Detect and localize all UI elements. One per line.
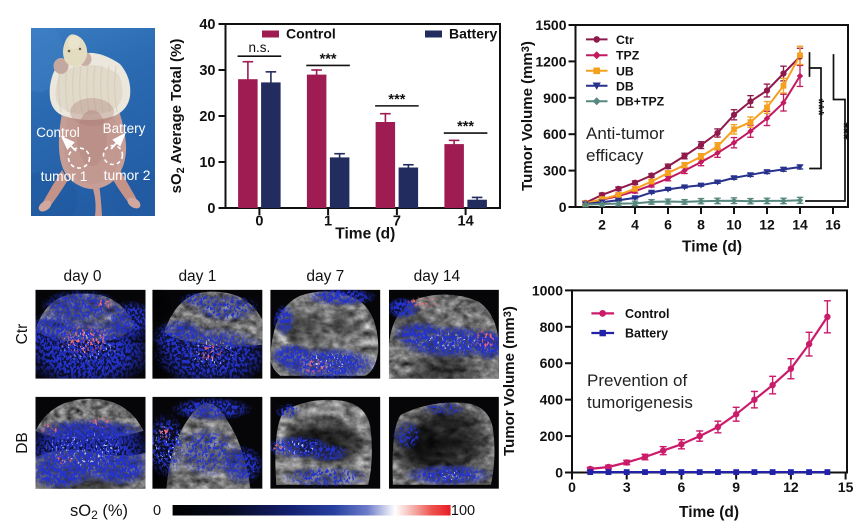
svg-text:10: 10 [199,155,215,171]
svg-text:TPZ: TPZ [616,49,640,63]
svg-text:300: 300 [543,163,567,179]
svg-text:900: 900 [543,90,567,106]
svg-text:Tumor Volume (mm3): Tumor Volume (mm3) [501,306,518,456]
svg-text:day 7: day 7 [306,268,344,285]
svg-text:8: 8 [697,217,705,233]
svg-text:1200: 1200 [535,53,566,69]
svg-text:Ctr: Ctr [14,324,31,345]
svg-text:4: 4 [631,217,639,233]
svg-text:Battery: Battery [449,26,497,42]
svg-text:6: 6 [664,217,672,233]
svg-text:UB: UB [616,64,634,78]
svg-text:sO2 (%): sO2 (%) [70,502,128,522]
svg-text:***: *** [388,92,405,108]
svg-text:0: 0 [559,199,567,215]
svg-text:600: 600 [540,355,564,371]
svg-text:DB: DB [616,79,634,93]
svg-text:15: 15 [838,479,854,495]
svg-text:14: 14 [792,217,808,233]
svg-text:1000: 1000 [532,282,563,298]
svg-text:12: 12 [759,217,775,233]
svg-text:7: 7 [393,214,401,230]
svg-text:6: 6 [678,479,686,495]
svg-text:Time (d): Time (d) [679,504,739,521]
svg-text:DB+TPZ: DB+TPZ [616,95,665,109]
svg-text:day 1: day 1 [178,268,216,285]
svg-text:Ctr: Ctr [616,33,634,47]
svg-text:12: 12 [783,479,799,495]
svg-text:n.s.: n.s. [249,40,271,55]
svg-text:Prevention of: Prevention of [587,371,687,390]
svg-text:***: *** [457,119,474,135]
svg-text:Tumor Volume (mm3): Tumor Volume (mm3) [519,41,536,191]
svg-text:9: 9 [732,479,740,495]
svg-text:Anti-tumor: Anti-tumor [586,124,665,143]
svg-text:200: 200 [540,428,564,444]
svg-text:tumor 2: tumor 2 [104,168,151,183]
svg-text:0: 0 [255,214,263,230]
svg-text:Control: Control [286,26,336,42]
svg-text:Control: Control [36,125,80,140]
svg-text:Time (d): Time (d) [335,226,395,243]
svg-text:***: *** [835,123,851,140]
svg-text:Time (d): Time (d) [682,239,742,256]
svg-text:0: 0 [207,201,215,217]
svg-text:0: 0 [568,479,576,495]
svg-text:600: 600 [543,126,567,142]
svg-text:400: 400 [540,392,564,408]
svg-text:1: 1 [324,214,332,230]
svg-text:3: 3 [623,479,631,495]
svg-text:20: 20 [199,109,215,125]
svg-text:16: 16 [825,217,841,233]
svg-text:Control: Control [625,307,669,321]
svg-text:1500: 1500 [535,17,566,33]
svg-text:***: *** [320,51,337,67]
svg-text:30: 30 [199,63,215,79]
svg-text:tumorigenesis: tumorigenesis [587,393,693,412]
svg-text:sO2 Average Total (%): sO2 Average Total (%) [168,39,187,194]
svg-text:40: 40 [199,17,215,33]
svg-text:Battery: Battery [625,326,668,340]
svg-text:day 14: day 14 [414,268,461,285]
svg-text:800: 800 [540,319,564,335]
svg-text:100: 100 [451,503,475,519]
svg-text:10: 10 [726,217,742,233]
svg-text:day 0: day 0 [64,268,102,285]
svg-text:tumor 1: tumor 1 [41,169,88,184]
svg-text:0: 0 [153,503,161,519]
svg-text:***: *** [810,99,826,116]
svg-text:14: 14 [458,214,474,230]
svg-text:0: 0 [555,465,563,481]
svg-text:2: 2 [598,217,606,233]
svg-text:DB: DB [14,432,31,454]
svg-text:Battery: Battery [103,121,146,136]
svg-text:efficacy: efficacy [586,146,644,165]
